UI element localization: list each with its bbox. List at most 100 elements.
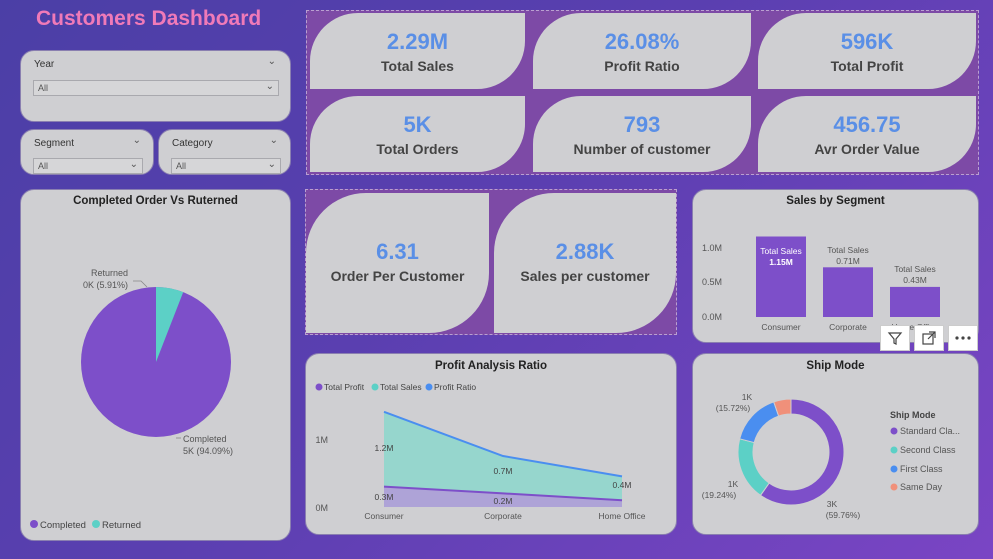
chevron-down-icon[interactable]: ⌄ bbox=[269, 135, 278, 146]
chevron-down-icon[interactable]: ⌄ bbox=[267, 56, 276, 67]
dashboard-title: Customers Dashboard bbox=[36, 7, 262, 30]
x-tick: Consumer bbox=[761, 322, 800, 332]
completed-vs-returned-card: Completed Order Vs Ruterned Returned 0K … bbox=[20, 189, 291, 541]
kpi-value: 793 bbox=[623, 112, 661, 137]
ship-mode-card: Ship Mode 1K (15.72%) 1K (19.24%) 3K (59… bbox=[692, 353, 979, 535]
donut-slice-standard-class[interactable] bbox=[759, 398, 845, 506]
kpi-number-of-customer[interactable]: 793 Number of customer bbox=[533, 96, 751, 172]
chevron-down-icon: ⌄ bbox=[267, 159, 276, 170]
x-tick: Corporate bbox=[829, 322, 867, 332]
area-total-profit[interactable] bbox=[384, 486, 622, 507]
filter-icon-button[interactable] bbox=[880, 325, 910, 351]
y-tick: 0.5M bbox=[702, 277, 722, 287]
year-label: Year bbox=[34, 59, 55, 70]
completed-value-label: 5K (94.09%) bbox=[183, 446, 233, 456]
segment-slicer: Segment ⌄ All ⌄ bbox=[20, 129, 154, 175]
segment-label: Segment bbox=[34, 138, 75, 149]
filter-icon bbox=[887, 332, 903, 345]
legend-total-sales: Total Sales bbox=[380, 382, 422, 392]
area-total-sales[interactable] bbox=[384, 411, 622, 507]
kpi-label: Sales per customer bbox=[520, 268, 650, 284]
line-total-profit[interactable] bbox=[383, 485, 623, 502]
legend-dot-standard bbox=[890, 427, 898, 435]
bar-label-name: Total Sales bbox=[894, 264, 936, 274]
legend-second-class: Second Class bbox=[900, 445, 956, 455]
legend-dot-profit bbox=[315, 383, 323, 391]
legend-total-profit: Total Profit bbox=[324, 382, 365, 392]
legend-returned: Returned bbox=[102, 520, 141, 531]
chevron-down-icon: ⌄ bbox=[265, 81, 274, 92]
y-tick: 1.0M bbox=[702, 243, 722, 253]
kpi-value: 26.08% bbox=[604, 29, 680, 54]
legend-title: Ship Mode bbox=[890, 410, 936, 420]
x-tick: Home Office bbox=[598, 511, 645, 521]
year-slicer: Year ⌄ All ⌄ bbox=[20, 50, 291, 122]
donut-label: 1K bbox=[742, 392, 753, 402]
donut-slice-second-class[interactable] bbox=[737, 438, 770, 497]
x-tick: Corporate bbox=[484, 511, 522, 521]
legend-dot-completed bbox=[30, 520, 38, 528]
kpi-label: Avr Order Value bbox=[814, 141, 920, 157]
ship-mode-donut: 1K (15.72%) 1K (19.24%) 3K (59.76%) Ship… bbox=[702, 392, 960, 520]
donut-label: (59.76%) bbox=[826, 510, 861, 520]
donut-slice-same-day[interactable] bbox=[773, 398, 792, 417]
donut-slices bbox=[737, 398, 845, 506]
kpi-value: 456.75 bbox=[833, 112, 901, 137]
chart-title: Sales by Segment bbox=[786, 195, 885, 207]
sales-data-label: 0.7M bbox=[494, 466, 513, 476]
more-options-button[interactable] bbox=[948, 325, 978, 351]
category-dropdown[interactable]: All ⌄ bbox=[171, 158, 281, 174]
kpi-label: Total Profit bbox=[830, 58, 904, 74]
kpi-avr-order-value[interactable]: 456.75 Avr Order Value bbox=[758, 96, 976, 172]
kpi-total-profit[interactable]: 596K Total Profit bbox=[758, 13, 976, 89]
profit-data-label: 0.2M bbox=[494, 496, 513, 506]
category-value: All bbox=[176, 161, 187, 171]
legend-dot-ratio bbox=[425, 383, 433, 391]
focus-mode-button[interactable] bbox=[914, 325, 944, 351]
donut-label: 3K bbox=[827, 499, 838, 509]
category-label: Category bbox=[172, 138, 213, 149]
kpi-total-orders[interactable]: 5K Total Orders bbox=[310, 96, 525, 172]
legend-same-day: Same Day bbox=[900, 482, 943, 492]
chart-title: Profit Analysis Ratio bbox=[434, 360, 548, 372]
donut-label: 1K bbox=[728, 479, 739, 489]
pie-chart: Returned 0K (5.91%) Completed 5K (94.09%… bbox=[30, 268, 233, 531]
chevron-down-icon[interactable]: ⌄ bbox=[132, 135, 141, 146]
kpi-label: Order Per Customer bbox=[330, 268, 465, 284]
kpi-label: Total Orders bbox=[376, 141, 459, 157]
bar-label-value: 1.15M bbox=[769, 257, 793, 267]
kpi-sales-per-customer[interactable]: 2.88K Sales per customer bbox=[494, 193, 676, 333]
kpi-value: 5K bbox=[403, 112, 432, 137]
more-options-icon bbox=[955, 336, 971, 340]
profit-data-label: 0.3M bbox=[375, 492, 394, 502]
y-tick: 1M bbox=[315, 435, 328, 445]
completed-label: Completed bbox=[183, 434, 227, 444]
kpi-profit-ratio[interactable]: 26.08% Profit Ratio bbox=[533, 13, 751, 89]
kpi-total-sales[interactable]: 2.29M Total Sales bbox=[310, 13, 525, 89]
bar-corporate[interactable] bbox=[823, 267, 873, 317]
kpi-order-per-customer[interactable]: 6.31 Order Per Customer bbox=[306, 193, 489, 333]
leader-line bbox=[133, 280, 148, 288]
kpi-label: Profit Ratio bbox=[604, 58, 680, 74]
y-tick: 0M bbox=[315, 503, 328, 513]
bar-home-office[interactable] bbox=[890, 286, 940, 317]
kpi-label: Number of customer bbox=[573, 141, 711, 157]
bar-consumer[interactable] bbox=[756, 236, 806, 318]
chart-title: Completed Order Vs Ruterned bbox=[73, 195, 238, 207]
kpi-label: Total Sales bbox=[381, 58, 454, 74]
bar-label-name: Total Sales bbox=[760, 246, 802, 256]
legend-dot-second bbox=[890, 446, 898, 454]
pie-slice-returned[interactable] bbox=[156, 287, 184, 362]
segment-value: All bbox=[38, 161, 49, 171]
legend-dot-same-day bbox=[890, 483, 898, 491]
sales-data-label: 0.4M bbox=[613, 480, 632, 490]
legend-standard-class: Standard Cla... bbox=[900, 426, 960, 436]
returned-label: Returned bbox=[91, 268, 128, 278]
year-dropdown[interactable]: All ⌄ bbox=[33, 80, 279, 96]
legend-profit-ratio: Profit Ratio bbox=[434, 382, 476, 392]
legend-first-class: First Class bbox=[900, 464, 943, 474]
kpi-value: 596K bbox=[840, 29, 894, 54]
legend-dot-returned bbox=[92, 520, 100, 528]
segment-dropdown[interactable]: All ⌄ bbox=[33, 158, 143, 174]
line-profit-ratio[interactable] bbox=[383, 410, 623, 478]
